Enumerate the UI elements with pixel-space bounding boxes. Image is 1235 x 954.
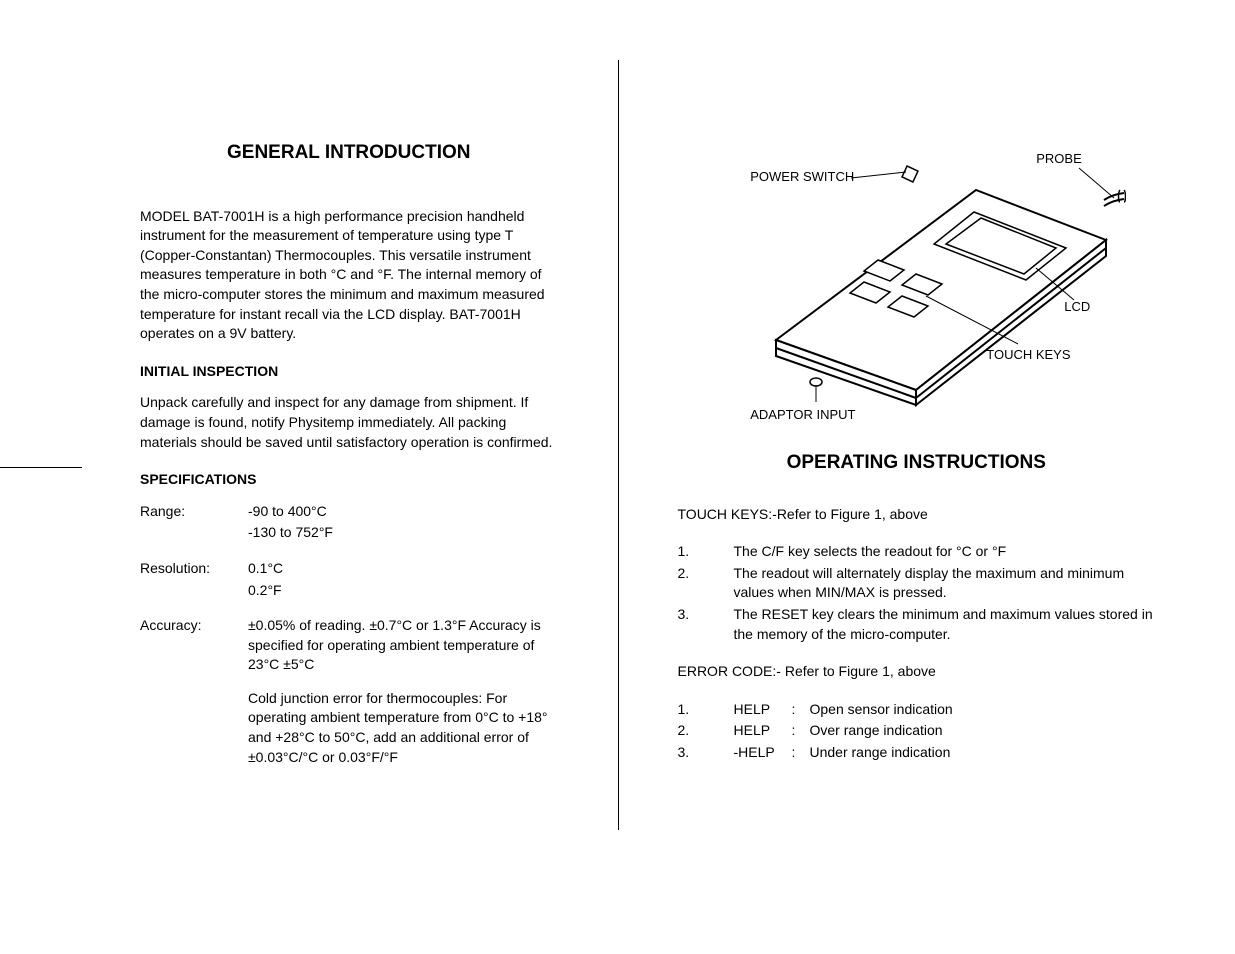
spec-resolution-line1: 0.1°C: [248, 559, 558, 579]
item-num: 3.: [678, 605, 734, 644]
touch-key-item: 3. The RESET key clears the minimum and …: [678, 605, 1156, 644]
spec-range-label: Range:: [140, 502, 248, 545]
err-desc: Over range indication: [810, 721, 1156, 741]
error-code-heading: ERROR CODE:- Refer to Figure 1, above: [678, 662, 1156, 682]
specifications-heading: SPECIFICATIONS: [140, 470, 558, 490]
spec-range: Range: -90 to 400°C -130 to 752°F: [140, 502, 558, 545]
touch-key-item: 1. The C/F key selects the readout for °…: [678, 542, 1156, 562]
err-num: 2.: [678, 721, 734, 741]
error-code-list: 1. HELP : Open sensor indication 2. HELP…: [678, 700, 1156, 763]
item-text: The C/F key selects the readout for °C o…: [734, 542, 1156, 562]
spec-accuracy-value: ±0.05% of reading. ±0.7°C or 1.3°F Accur…: [248, 616, 558, 769]
spec-accuracy-label: Accuracy:: [140, 616, 248, 769]
label-adaptor-input: ADAPTOR INPUT: [750, 406, 855, 424]
spec-resolution-line2: 0.2°F: [248, 581, 558, 601]
spec-accuracy-line1: ±0.05% of reading. ±0.7°C or 1.3°F Accur…: [248, 616, 558, 675]
err-code: HELP: [734, 721, 792, 741]
touch-keys-list: 1. The C/F key selects the readout for °…: [678, 542, 1156, 644]
err-num: 3.: [678, 743, 734, 763]
spec-range-line1: -90 to 400°C: [248, 502, 558, 522]
spec-accuracy-cold: Cold junction error for thermocouples: F…: [248, 689, 558, 767]
spec-accuracy: Accuracy: ±0.05% of reading. ±0.7°C or 1…: [140, 616, 558, 769]
spec-resolution: Resolution: 0.1°C 0.2°F: [140, 559, 558, 602]
label-touch-keys: TOUCH KEYS: [986, 346, 1070, 364]
column-divider: [618, 60, 619, 830]
item-text: The readout will alternately display the…: [734, 564, 1156, 603]
left-margin-mark: [0, 467, 82, 468]
item-text: The RESET key clears the minimum and max…: [734, 605, 1156, 644]
err-desc: Open sensor indication: [810, 700, 1156, 720]
label-lcd: LCD: [1064, 298, 1090, 316]
touch-keys-section: TOUCH KEYS:-Refer to Figure 1, above 1. …: [678, 505, 1156, 645]
error-item: 1. HELP : Open sensor indication: [678, 700, 1156, 720]
err-num: 1.: [678, 700, 734, 720]
error-code-section: ERROR CODE:- Refer to Figure 1, above 1.…: [678, 662, 1156, 762]
device-figure: POWER SWITCH PROBE LCD TOUCH KEYS ADAPTO…: [706, 120, 1126, 420]
left-column: GENERAL INTRODUCTION MODEL BAT-7001H is …: [0, 0, 618, 954]
general-introduction-title: GENERAL INTRODUCTION: [140, 140, 558, 167]
err-colon: :: [792, 700, 810, 720]
err-desc: Under range indication: [810, 743, 1156, 763]
spec-resolution-value: 0.1°C 0.2°F: [248, 559, 558, 602]
page: GENERAL INTRODUCTION MODEL BAT-7001H is …: [0, 0, 1235, 954]
item-num: 1.: [678, 542, 734, 562]
spec-range-line2: -130 to 752°F: [248, 523, 558, 543]
item-num: 2.: [678, 564, 734, 603]
err-code: -HELP: [734, 743, 792, 763]
spec-resolution-label: Resolution:: [140, 559, 248, 602]
spec-range-value: -90 to 400°C -130 to 752°F: [248, 502, 558, 545]
error-item: 2. HELP : Over range indication: [678, 721, 1156, 741]
err-code: HELP: [734, 700, 792, 720]
err-colon: :: [792, 743, 810, 763]
error-item: 3. -HELP : Under range indication: [678, 743, 1156, 763]
label-probe: PROBE: [1036, 150, 1082, 168]
initial-inspection-heading: INITIAL INSPECTION: [140, 362, 558, 382]
touch-keys-heading: TOUCH KEYS:-Refer to Figure 1, above: [678, 505, 1156, 525]
right-column: POWER SWITCH PROBE LCD TOUCH KEYS ADAPTO…: [618, 0, 1235, 954]
label-power-switch: POWER SWITCH: [750, 168, 854, 186]
inspection-paragraph: Unpack carefully and inspect for any dam…: [140, 393, 558, 452]
operating-instructions-title: OPERATING INSTRUCTIONS: [678, 450, 1156, 477]
err-colon: :: [792, 721, 810, 741]
touch-key-item: 2. The readout will alternately display …: [678, 564, 1156, 603]
intro-paragraph: MODEL BAT-7001H is a high performance pr…: [140, 207, 558, 344]
